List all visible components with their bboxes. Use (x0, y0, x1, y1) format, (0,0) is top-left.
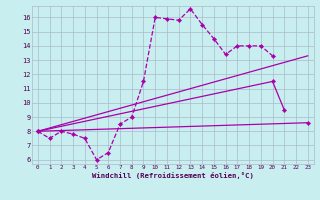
X-axis label: Windchill (Refroidissement éolien,°C): Windchill (Refroidissement éolien,°C) (92, 172, 254, 179)
